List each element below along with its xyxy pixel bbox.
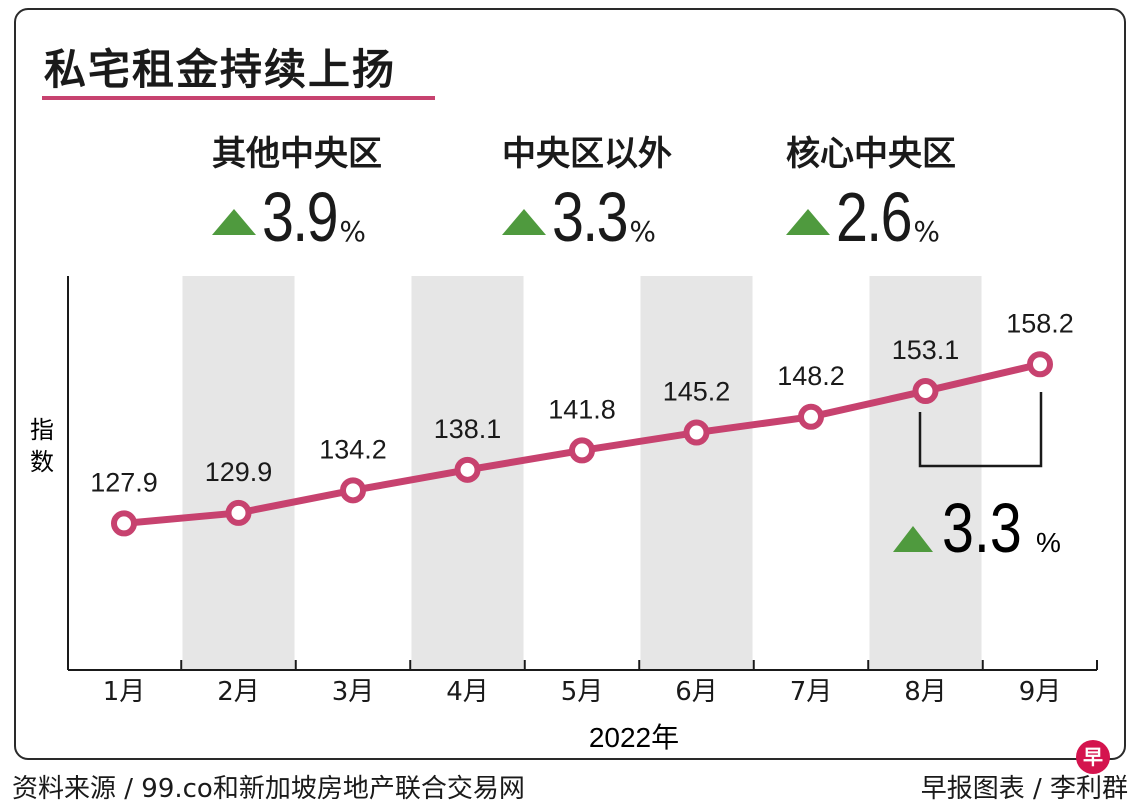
value-label-9: 158.2 xyxy=(1006,308,1074,338)
band-6 xyxy=(640,276,753,670)
x-axis-title: 2022年 xyxy=(589,722,679,753)
stat-value: 2.6 xyxy=(836,178,913,256)
data-point-6 xyxy=(683,419,710,446)
data-point-7 xyxy=(798,403,824,430)
value-label-8: 153.1 xyxy=(892,335,960,365)
up-triangle-icon xyxy=(212,209,256,235)
data-point-8 xyxy=(912,378,939,405)
source-note: 资料来源 / 99.co和新加坡房地产联合交易网 xyxy=(12,774,525,804)
y-axis-label-bottom: 数 xyxy=(30,448,54,476)
category-label-5: 5月 xyxy=(561,677,604,707)
stat-label: 核心中央区 xyxy=(786,134,956,174)
value-label-4: 138.1 xyxy=(434,414,502,444)
zaobao-logo: 早 xyxy=(1076,740,1110,774)
stat-label: 其他中央区 xyxy=(212,134,382,174)
value-label-7: 148.2 xyxy=(777,361,845,391)
category-label-7: 7月 xyxy=(790,677,833,707)
category-label-2: 2月 xyxy=(217,677,260,707)
stat-label: 中央区以外 xyxy=(502,134,672,174)
band-8 xyxy=(869,276,982,670)
stat-unit: % xyxy=(339,215,366,248)
data-point-1 xyxy=(111,510,137,537)
up-triangle-icon xyxy=(786,209,830,235)
annotation-unit: % xyxy=(1036,527,1061,558)
credit-note: 早报图表 / 李利群 xyxy=(920,774,1128,804)
chart-frame xyxy=(14,8,1126,760)
title-underline xyxy=(42,96,435,100)
stat-unit: % xyxy=(629,215,656,248)
stat-unit: % xyxy=(913,215,940,248)
data-point-4 xyxy=(454,456,481,483)
value-label-3: 134.2 xyxy=(319,434,387,464)
data-point-3 xyxy=(340,477,366,504)
data-point-9 xyxy=(1027,351,1053,378)
chart-title: 私宅租金持续上扬 xyxy=(44,45,397,94)
category-label-4: 4月 xyxy=(446,677,489,707)
annotation-value: 3.3 xyxy=(942,489,1022,568)
stat-value: 3.3 xyxy=(552,178,629,256)
category-label-8: 8月 xyxy=(904,677,947,707)
category-label-3: 3月 xyxy=(332,677,375,707)
data-point-5 xyxy=(569,437,595,464)
change-bracket xyxy=(918,392,1043,468)
value-label-1: 127.9 xyxy=(90,467,158,497)
value-label-5: 141.8 xyxy=(548,394,616,424)
category-label-9: 9月 xyxy=(1019,677,1062,707)
stat-other-central: 其他中央区 3.9 % xyxy=(212,126,382,257)
stat-outside-central: 中央区以外 3.3 % xyxy=(502,126,672,257)
value-label-6: 145.2 xyxy=(663,377,731,407)
category-label-1: 1月 xyxy=(103,677,146,707)
data-point-2 xyxy=(225,499,252,526)
y-axis-label-top: 指 xyxy=(30,416,54,444)
category-label-6: 6月 xyxy=(675,677,718,707)
up-triangle-icon xyxy=(502,209,546,235)
band-2 xyxy=(182,276,295,670)
stat-value: 3.9 xyxy=(262,178,339,256)
stat-core-central: 核心中央区 2.6 % xyxy=(786,126,956,257)
up-triangle-icon xyxy=(893,526,933,552)
x-ticks xyxy=(180,660,1098,670)
value-label-2: 129.9 xyxy=(205,457,273,487)
shaded-bands xyxy=(182,276,982,670)
